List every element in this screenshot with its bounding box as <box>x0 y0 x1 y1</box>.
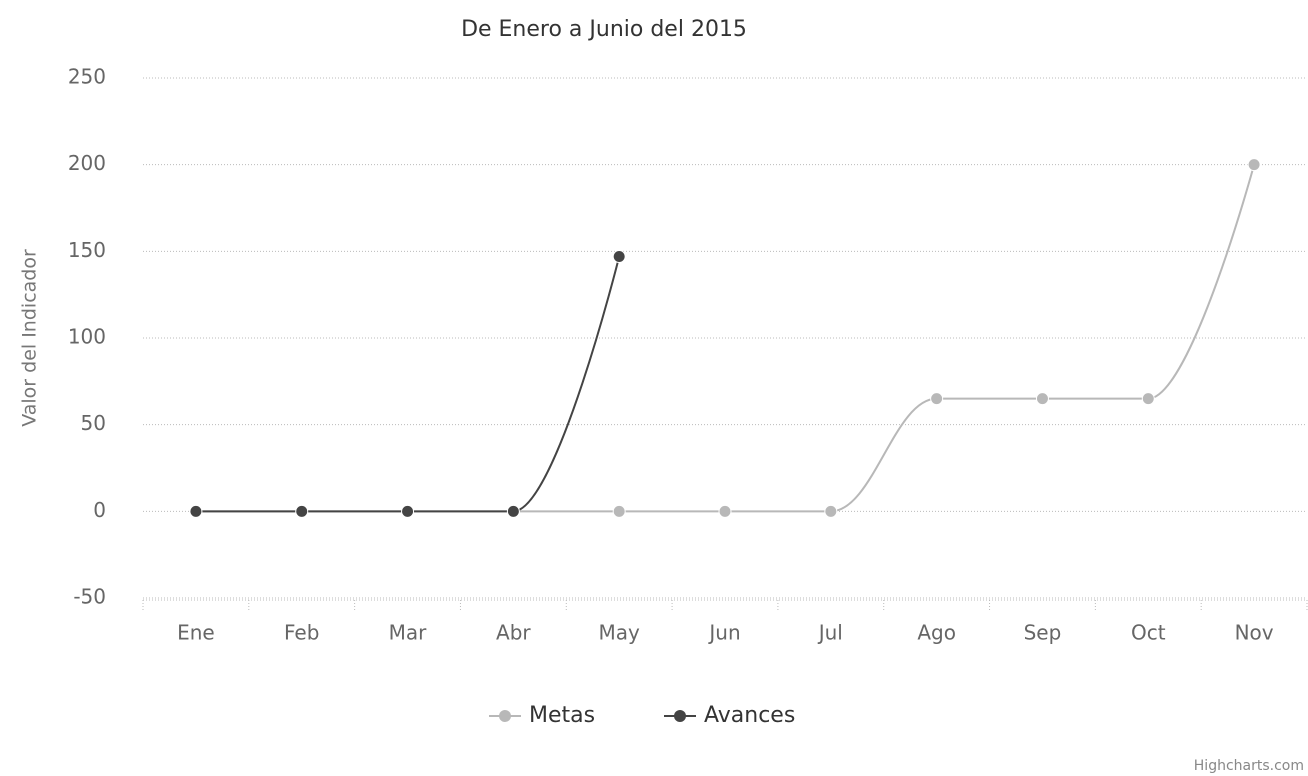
x-tick-label: Oct <box>1131 621 1166 645</box>
point-marker <box>718 504 732 518</box>
y-tick-label: 100 <box>68 325 106 349</box>
y-tick-label: 250 <box>68 65 106 89</box>
point-marker <box>1247 158 1261 172</box>
legend-symbol-marker <box>499 710 511 722</box>
x-tick-label: Feb <box>284 621 319 645</box>
credits: Highcharts.com <box>1194 758 1304 774</box>
point-marker <box>506 504 520 518</box>
x-tick-label: Sep <box>1024 621 1062 645</box>
x-tick-label: Mar <box>389 621 428 645</box>
x-tick-label: Jul <box>817 621 843 645</box>
chart-title: De Enero a Junio del 2015 <box>461 17 747 42</box>
point-marker <box>295 504 309 518</box>
legend-label: Avances <box>704 703 795 728</box>
point-marker <box>930 392 944 406</box>
point-marker <box>189 504 203 518</box>
point-marker <box>401 504 415 518</box>
legend-label: Metas <box>529 703 595 728</box>
y-tick-label: 0 <box>93 498 106 522</box>
legend-symbol-marker <box>674 710 686 722</box>
point-marker <box>612 250 626 264</box>
point-marker <box>1141 392 1155 406</box>
x-tick-label: Abr <box>496 621 531 645</box>
point-marker <box>1035 392 1049 406</box>
y-tick-label: 200 <box>68 151 106 175</box>
y-tick-label: 150 <box>68 238 106 262</box>
x-tick-label: May <box>599 621 641 645</box>
x-tick-label: Jun <box>707 621 740 645</box>
x-tick-label: Nov <box>1235 621 1274 645</box>
point-marker <box>612 504 626 518</box>
x-tick-label: Ene <box>177 621 215 645</box>
point-marker <box>824 504 838 518</box>
series-line <box>195 256 621 513</box>
y-tick-label: -50 <box>73 585 106 609</box>
x-tick-label: Ago <box>917 621 956 645</box>
y-axis-label: Valor del Indicador <box>19 249 41 427</box>
y-tick-label: 50 <box>81 411 106 435</box>
